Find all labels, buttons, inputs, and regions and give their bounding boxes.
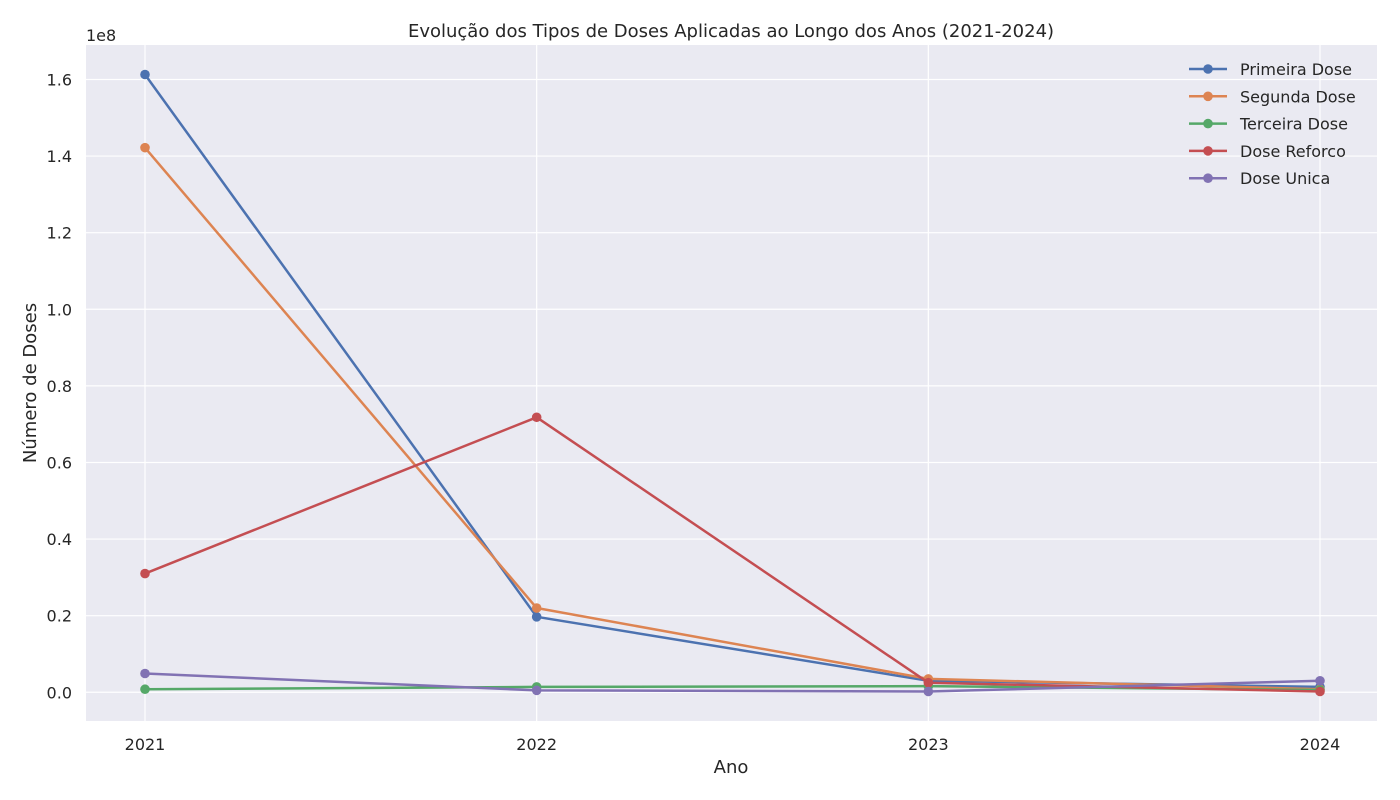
y-axis-title: Número de Doses <box>20 303 41 463</box>
series-layer <box>140 69 1325 697</box>
x-tick-label: 2024 <box>1300 735 1341 754</box>
y-tick-label: 0.0 <box>47 683 72 702</box>
y-offset-label: 1e8 <box>86 26 116 45</box>
y-tick-label: 1.0 <box>47 300 72 319</box>
x-tick-label: 2023 <box>908 735 949 754</box>
data-point <box>140 684 150 695</box>
data-point <box>531 412 542 423</box>
y-tick-label: 1.4 <box>47 147 72 166</box>
data-point <box>1315 686 1325 697</box>
plot-area <box>86 45 1377 721</box>
y-tick-label: 1.6 <box>47 70 72 89</box>
legend-label: Primeira Dose <box>1240 60 1352 79</box>
legend-marker <box>1203 64 1213 74</box>
data-point <box>531 603 542 613</box>
tick-labels: 0.0 0.2 0.4 0.6 0.8 1.0 1.2 1.4 1.6 2021 2022 2023 2… <box>47 70 1341 754</box>
legend-item: Segunda Dose <box>1189 87 1356 106</box>
data-point <box>140 568 150 579</box>
chart-title: Evolução dos Tipos de Doses Aplicadas ao… <box>408 21 1054 42</box>
x-tick-label: 2022 <box>516 735 557 754</box>
data-point <box>923 686 934 697</box>
y-tick-label: 0.6 <box>47 453 72 472</box>
data-point <box>1315 675 1325 686</box>
legend-item: Dose Unica <box>1189 169 1330 188</box>
y-tick-label: 0.8 <box>47 377 72 396</box>
x-axis-title: Ano <box>714 757 749 778</box>
legend-marker <box>1203 91 1213 102</box>
y-tick-label: 1.2 <box>47 224 72 243</box>
legend-item: Dose Reforco <box>1189 142 1346 161</box>
y-tick-label: 0.4 <box>47 530 72 549</box>
legend-marker <box>1203 146 1213 156</box>
data-point <box>923 677 934 688</box>
legend-item: Primeira Dose <box>1189 60 1352 79</box>
data-point <box>140 668 150 679</box>
series-line <box>144 146 1321 691</box>
data-point <box>140 142 150 153</box>
legend-marker <box>1203 173 1213 183</box>
legend-label: Dose Reforco <box>1240 142 1346 161</box>
legend-label: Terceira Dose <box>1239 115 1348 134</box>
legend-label: Dose Unica <box>1240 169 1330 188</box>
series-dose-unica <box>140 668 1325 697</box>
x-tick-label: 2021 <box>125 735 166 754</box>
y-tick-label: 0.2 <box>47 607 72 626</box>
data-point <box>140 69 150 80</box>
grid-lines <box>86 45 1377 721</box>
series-line <box>144 672 1321 693</box>
legend: Primeira Dose Segunda Dose Terceira Dose Do… <box>1189 60 1356 188</box>
data-point <box>531 612 542 622</box>
legend-marker <box>1203 118 1213 129</box>
legend-item: Terceira Dose <box>1189 115 1348 134</box>
legend-label: Segunda Dose <box>1240 87 1356 106</box>
data-point <box>531 685 542 696</box>
